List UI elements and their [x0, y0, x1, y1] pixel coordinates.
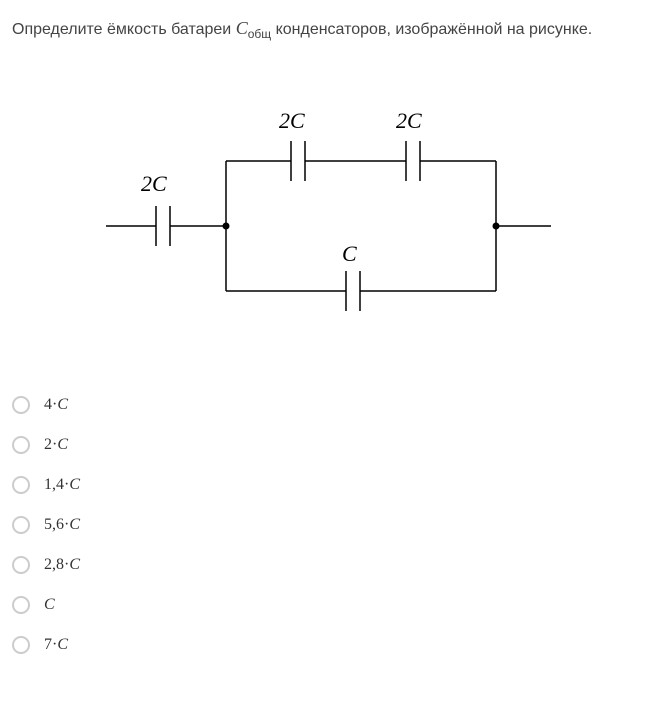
cap-label-top-left: 2C	[279, 108, 305, 133]
question-subscript: общ	[248, 27, 271, 41]
radio-icon	[12, 636, 30, 654]
option-1[interactable]: 4·C	[12, 396, 639, 414]
option-label: 1,4·C	[44, 476, 80, 494]
cap-label-bottom: C	[342, 241, 357, 266]
option-7[interactable]: 7·C	[12, 636, 639, 654]
circuit-diagram: 2C 2C 2C C	[96, 96, 556, 336]
question-variable: C	[236, 18, 248, 38]
radio-icon	[12, 476, 30, 494]
option-2[interactable]: 2·C	[12, 436, 639, 454]
option-6[interactable]: C	[12, 596, 639, 614]
option-label: C	[44, 596, 55, 614]
option-label: 2,8·C	[44, 556, 80, 574]
cap-label-1: 2C	[141, 171, 167, 196]
cap-label-top-right: 2C	[396, 108, 422, 133]
question-prefix: Определите ёмкость батареи	[12, 21, 236, 38]
option-label: 4·C	[44, 396, 68, 414]
radio-icon	[12, 516, 30, 534]
radio-icon	[12, 596, 30, 614]
option-5[interactable]: 2,8·C	[12, 556, 639, 574]
option-label: 7·C	[44, 636, 68, 654]
option-4[interactable]: 5,6·C	[12, 516, 639, 534]
question-suffix: конденсаторов, изображённой на рисунке.	[271, 21, 592, 38]
option-3[interactable]: 1,4·C	[12, 476, 639, 494]
radio-icon	[12, 556, 30, 574]
option-label: 2·C	[44, 436, 68, 454]
radio-icon	[12, 396, 30, 414]
question-text: Определите ёмкость батареи Cобщ конденса…	[12, 12, 639, 46]
radio-icon	[12, 436, 30, 454]
option-label: 5,6·C	[44, 516, 80, 534]
options-list: 4·C 2·C 1,4·C 5,6·C 2,8·C C 7·C	[12, 396, 639, 654]
